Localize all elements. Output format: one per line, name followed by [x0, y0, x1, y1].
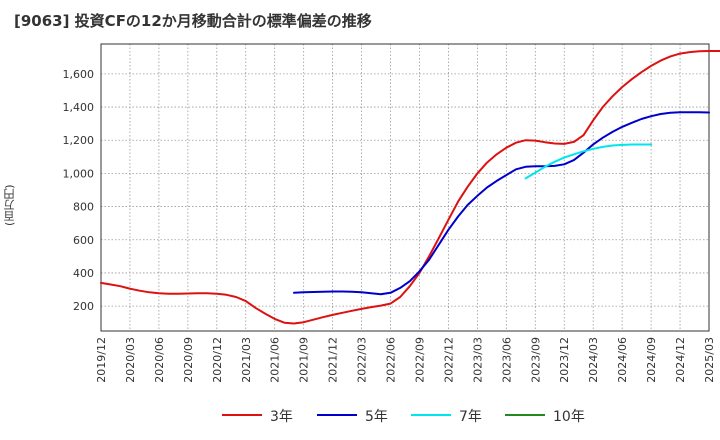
- plot-area-frame: [100, 43, 710, 332]
- x-tick-label: 2021/03: [240, 337, 253, 383]
- grid: [101, 44, 709, 331]
- x-tick-label: 2020/03: [124, 337, 137, 383]
- x-tick-label: 2023/03: [471, 337, 484, 383]
- legend-label-10y: 10年: [553, 409, 585, 425]
- series-line-2: [293, 111, 710, 296]
- legend-swatch-10y: [505, 414, 545, 416]
- x-tick-label: 2022/03: [356, 337, 369, 383]
- y-tick-label: 1,000: [63, 167, 95, 180]
- x-tick-label: 2021/09: [298, 337, 311, 383]
- x-tick-label: 2021/12: [327, 337, 340, 383]
- y-tick-label: 400: [73, 267, 94, 280]
- x-tick-label: 2020/06: [153, 337, 166, 383]
- legend-label-3y: 3年: [270, 409, 293, 425]
- series-line-3: [524, 143, 653, 180]
- legend-label-7y: 7年: [459, 409, 482, 425]
- x-tick-label: 2024/03: [587, 337, 600, 383]
- chart-title: [9063] 投資CFの12か月移動合計の標準偏差の推移: [14, 12, 372, 30]
- x-tick-label: 2020/12: [211, 337, 224, 383]
- x-tick-label: 2025/03: [703, 337, 716, 383]
- x-tick-label: 2023/12: [558, 337, 571, 383]
- y-tick-label: 800: [73, 201, 94, 214]
- series-lines: [100, 50, 720, 325]
- x-tick-label: 2022/12: [442, 337, 455, 383]
- x-tick-label: 2021/06: [269, 337, 282, 383]
- y-tick-label: 600: [73, 234, 94, 247]
- y-tick-label: 1,600: [63, 68, 95, 81]
- legend-swatch-3y: [222, 414, 262, 416]
- legend: 3年 5年 7年 10年: [0, 404, 720, 426]
- x-tick-label: 2019/12: [95, 337, 108, 383]
- x-tick-label: 2024/06: [616, 337, 629, 383]
- y-tick-label: 1,400: [63, 101, 95, 114]
- x-tick-label: 2022/06: [385, 337, 398, 383]
- series-line-1: [100, 50, 720, 325]
- x-tick-labels: 2019/12 2020/03 2020/06 2020/09 2020/12 2021/…: [95, 337, 716, 383]
- y-tick-label: 200: [73, 300, 94, 313]
- legend-swatch-5y: [317, 414, 357, 416]
- x-tick-label: 2023/06: [500, 337, 513, 383]
- x-tick-label: 2024/09: [645, 337, 658, 383]
- x-tick-label: 2024/12: [674, 337, 687, 383]
- legend-label-5y: 5年: [365, 409, 388, 425]
- legend-swatch-7y: [411, 414, 451, 416]
- x-tick-label: 2020/09: [182, 337, 195, 383]
- y-tick-label: 1,200: [63, 134, 95, 147]
- x-tick-label: 2022/09: [413, 337, 426, 383]
- y-tick-labels: 200 400 600 800 1,000 1,200 1,400 1,600: [63, 68, 95, 313]
- x-tick-label: 2023/09: [529, 337, 542, 383]
